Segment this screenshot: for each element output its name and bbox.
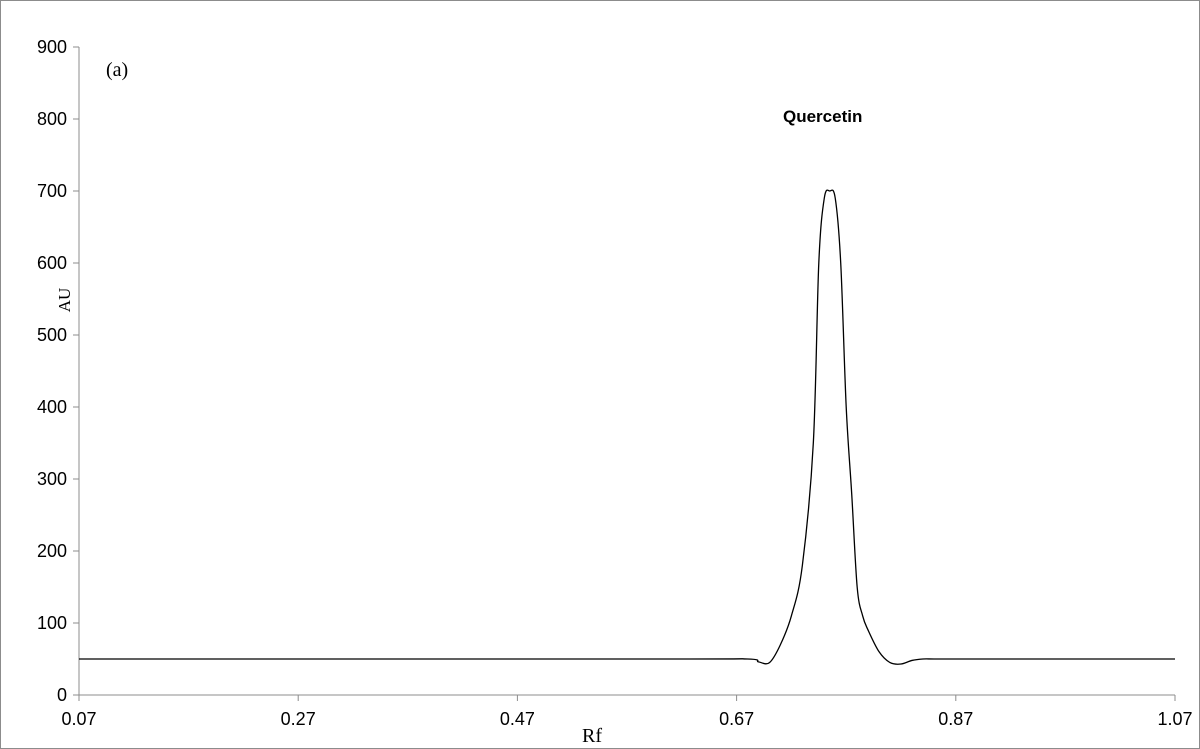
x-tick-label: 1.07 — [1157, 709, 1192, 729]
peak-annotation: Quercetin — [783, 107, 862, 126]
x-tick-label: 0.47 — [500, 709, 535, 729]
y-tick-label: 900 — [37, 37, 67, 57]
x-tick-label: 0.07 — [61, 709, 96, 729]
series-line — [78, 189, 1175, 665]
x-tick-label: 0.67 — [719, 709, 754, 729]
y-tick-label: 700 — [37, 181, 67, 201]
y-tick-label: 800 — [37, 109, 67, 129]
y-tick-label: 400 — [37, 397, 67, 417]
panel-label: (a) — [106, 59, 128, 81]
x-axis-label: Rf — [582, 725, 602, 747]
y-tick-label: 200 — [37, 541, 67, 561]
y-tick-label: 300 — [37, 469, 67, 489]
x-axis-ticks: 0.07 0.27 0.47 0.67 0.87 1.07 — [61, 695, 1193, 729]
y-tick-label: 0 — [57, 685, 67, 705]
x-tick-label: 0.87 — [938, 709, 973, 729]
y-tick-label: 600 — [37, 253, 67, 273]
axes — [78, 47, 1175, 696]
y-axis-ticks: 0 100 200 300 400 500 600 700 800 900 — [37, 37, 79, 705]
y-tick-label: 500 — [37, 325, 67, 345]
y-axis-label: AU — [55, 288, 74, 313]
y-tick-label: 100 — [37, 613, 67, 633]
x-tick-label: 0.27 — [281, 709, 316, 729]
